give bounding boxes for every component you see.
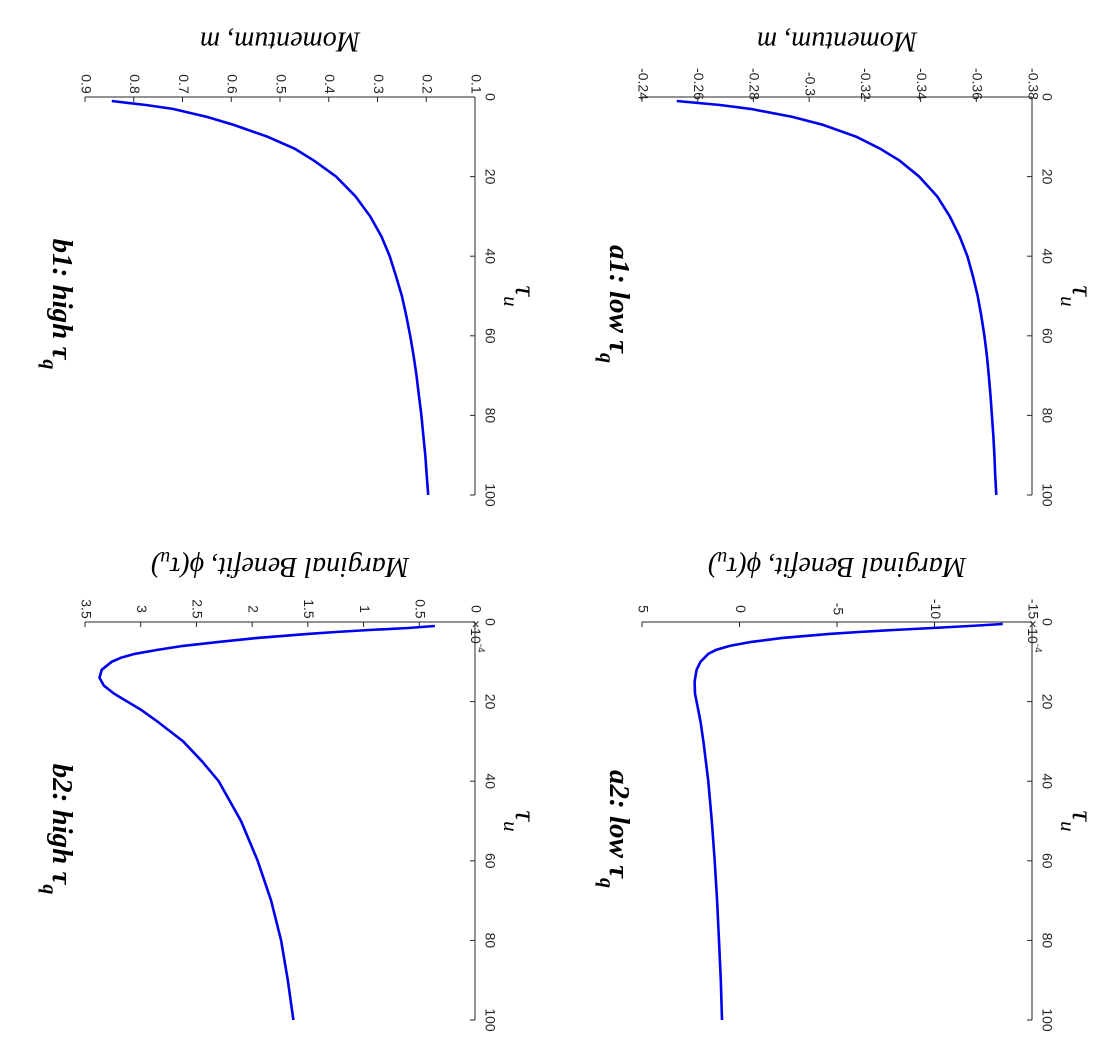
y-tick-label: -0.34	[914, 68, 930, 100]
y-tick-label: -0.28	[747, 68, 763, 100]
y-exponent-label: ×10-4	[468, 620, 486, 653]
x-tick-label: 40	[482, 773, 498, 789]
y-tick-label: 0.4	[322, 74, 338, 94]
y-tick-label: 0	[468, 605, 484, 613]
y-tick-label: -0.24	[635, 68, 651, 100]
x-tick-label: 100	[1039, 1008, 1055, 1032]
y-tick-label: 0.9	[78, 74, 94, 94]
x-tick-label: 80	[1039, 408, 1055, 424]
chart-panel-b1: 0 20 40 60 80 100 0.1 0.2 0.3 0.4 0.5 0.6 0.7 0.8 0.9 M…	[38, 26, 542, 507]
panel-title: a2: low τq	[595, 770, 635, 888]
chart-panel-a2: 0 20 40 60 80 100 -15 -10 -5 0 5 ×10-4 Marginal Bene…	[595, 547, 1095, 1031]
panel-title: b1: high τq	[38, 239, 78, 370]
x-tick-label: 60	[482, 328, 498, 344]
y-tick-label: 0.1	[468, 74, 484, 94]
y-exponent-label: ×10-4	[1025, 620, 1043, 653]
y-tick-label: 0.7	[176, 74, 192, 94]
x-tick-label: 20	[1039, 169, 1055, 185]
y-tick-label: -0.26	[691, 68, 707, 100]
y-tick-label: 2	[245, 605, 261, 613]
x-tick-label: 80	[482, 408, 498, 424]
y-tick-label: 0.5	[413, 599, 429, 619]
series-line-b1	[111, 99, 430, 496]
y-tick-label: 5	[635, 605, 651, 613]
y-tick-label: 0.8	[127, 74, 143, 94]
y-axis-label: Momentum, m	[200, 26, 361, 57]
y-tick-label: 1	[357, 605, 373, 613]
x-tick-label: 100	[1039, 483, 1055, 507]
series-line-b2	[98, 624, 435, 1021]
x-tick-label: 40	[1039, 773, 1055, 789]
y-tick-label: 0.3	[371, 74, 387, 94]
x-axis-label: τu	[1056, 810, 1095, 831]
x-tick-label: 40	[482, 248, 498, 264]
y-tick-label: 0.5	[273, 74, 289, 94]
x-axis-label: τu	[499, 285, 542, 306]
y-tick-label: 1.5	[301, 599, 317, 619]
x-tick-label: 60	[1039, 328, 1055, 344]
x-tick-label: 20	[482, 694, 498, 710]
x-tick-label: 80	[1039, 933, 1055, 949]
chart-panel-b2: 0 20 40 60 80 100 0 0.5 1 1.5 2 2.5 3 3.5 ×10-4 Margina…	[38, 547, 542, 1031]
panel-title: b2: high τq	[38, 764, 78, 895]
y-axis-label: Momentum, m	[757, 26, 918, 57]
y-tick-label: 0.6	[225, 74, 241, 94]
x-tick-label: 0	[1039, 618, 1055, 626]
y-tick-label: 0	[733, 605, 749, 613]
y-tick-label: -0.3	[802, 72, 818, 96]
y-tick-label: 3.5	[78, 599, 94, 619]
y-tick-label: -5	[830, 603, 846, 616]
x-tick-label: 40	[1039, 248, 1055, 264]
y-tick-label: -15	[1025, 599, 1041, 619]
x-tick-label: 60	[482, 853, 498, 869]
x-tick-label: 100	[482, 1008, 498, 1032]
series-line-a1	[676, 99, 998, 496]
y-tick-label: -0.32	[858, 68, 874, 100]
y-tick-label: 2.5	[190, 599, 206, 619]
y-tick-label: 3	[134, 605, 150, 613]
x-tick-label: 60	[1039, 853, 1055, 869]
y-axis-label: Marginal Benefit, ϕ(τu)	[708, 547, 967, 581]
x-tick-label: 100	[482, 483, 498, 507]
x-tick-label: 0	[1039, 93, 1055, 101]
y-tick-label: -0.38	[1025, 68, 1041, 100]
x-tick-label: 80	[482, 933, 498, 949]
series-line-a2	[693, 622, 1003, 1021]
x-tick-label: 20	[482, 169, 498, 185]
y-tick-label: -10	[928, 599, 944, 619]
x-axis-label: τu	[1056, 285, 1095, 306]
panel-title: a1: low τq	[595, 245, 635, 363]
y-tick-label: -0.36	[970, 68, 986, 100]
x-tick-label: 0	[482, 93, 498, 101]
y-tick-label: 0.2	[420, 74, 436, 94]
x-axis-label: τu	[499, 810, 542, 831]
x-tick-label: 0	[482, 618, 498, 626]
x-tick-label: 20	[1039, 694, 1055, 710]
chart-panel-a1: 0 20 40 60 80 100 -0.38 -0.36 -0.34 -0.32 -0.3 -0.2…	[595, 26, 1095, 507]
y-axis-label: Marginal Benefit, ϕ(τu)	[151, 547, 410, 581]
